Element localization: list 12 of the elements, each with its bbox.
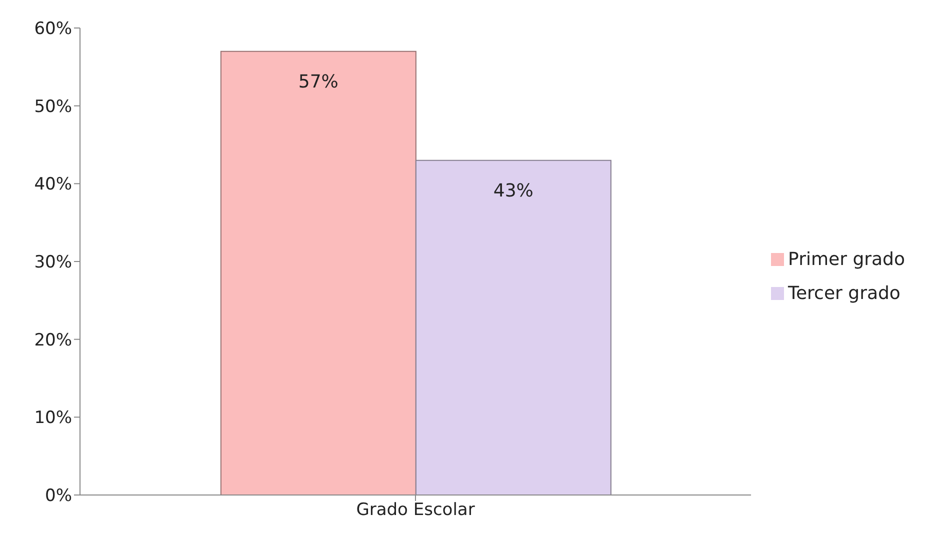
x-tick-label: Grado Escolar bbox=[356, 500, 475, 520]
y-tick-label: 0% bbox=[45, 486, 72, 506]
data-label: 57% bbox=[298, 71, 338, 92]
y-tick-label: 20% bbox=[34, 330, 72, 350]
data-label: 43% bbox=[493, 180, 534, 202]
legend-label: Tercer grado bbox=[788, 282, 900, 304]
y-tick-label: 60% bbox=[34, 19, 72, 40]
y-tick-label: 30% bbox=[34, 252, 72, 273]
legend-label: Primer grado bbox=[788, 248, 905, 270]
y-tick-label: 40% bbox=[34, 174, 72, 195]
y-tick-label: 50% bbox=[34, 96, 72, 117]
y-tick-label: 10% bbox=[34, 408, 72, 428]
